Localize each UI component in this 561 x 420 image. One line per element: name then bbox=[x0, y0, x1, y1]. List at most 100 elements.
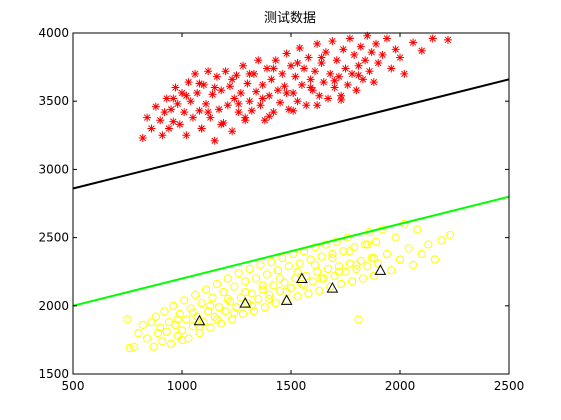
x-tick-label: 500 bbox=[62, 379, 85, 393]
data-point bbox=[217, 120, 226, 129]
data-point bbox=[400, 69, 409, 78]
data-point bbox=[304, 289, 313, 298]
data-point bbox=[363, 240, 372, 249]
data-point bbox=[252, 87, 261, 96]
data-point bbox=[369, 78, 378, 87]
data-point bbox=[326, 69, 335, 78]
data-point bbox=[324, 94, 333, 103]
data-point bbox=[334, 72, 343, 81]
data-point bbox=[424, 240, 433, 249]
data-point bbox=[260, 303, 269, 312]
data-point bbox=[190, 290, 200, 299]
separating-line-1 bbox=[72, 195, 510, 307]
data-point bbox=[129, 342, 139, 351]
y-tick-label: 2000 bbox=[38, 299, 69, 313]
data-point bbox=[365, 67, 374, 76]
data-point bbox=[217, 319, 226, 328]
line-layer bbox=[72, 78, 510, 307]
data-point bbox=[147, 318, 156, 327]
data-point bbox=[295, 44, 304, 53]
data-point bbox=[313, 267, 322, 276]
data-point bbox=[354, 61, 363, 70]
data-point bbox=[230, 308, 239, 317]
data-point bbox=[215, 105, 224, 114]
data-point bbox=[195, 328, 204, 338]
data-point bbox=[293, 97, 302, 106]
data-point bbox=[225, 82, 234, 91]
data-point bbox=[252, 274, 261, 283]
data-point bbox=[156, 323, 165, 332]
data-point bbox=[306, 75, 315, 84]
data-point bbox=[323, 264, 333, 274]
data-point bbox=[175, 309, 184, 319]
data-point bbox=[304, 53, 313, 62]
data-point bbox=[408, 260, 418, 269]
data-point bbox=[300, 64, 309, 73]
series-0-markers bbox=[138, 31, 452, 145]
data-point bbox=[313, 101, 322, 110]
data-point bbox=[276, 98, 285, 107]
data-point bbox=[197, 298, 206, 308]
data-point bbox=[446, 230, 455, 239]
data-point bbox=[182, 315, 191, 324]
data-point bbox=[234, 108, 243, 117]
data-point bbox=[262, 270, 272, 279]
data-point bbox=[269, 281, 278, 290]
data-point bbox=[345, 259, 354, 268]
data-point bbox=[206, 323, 215, 332]
data-point bbox=[206, 301, 215, 310]
data-point bbox=[186, 97, 195, 106]
data-point bbox=[404, 244, 413, 253]
x-tick-label: 1000 bbox=[167, 379, 198, 393]
data-point bbox=[328, 249, 337, 259]
data-point bbox=[374, 264, 387, 275]
data-point bbox=[299, 281, 309, 290]
y-tick-label: 2500 bbox=[38, 231, 69, 245]
data-point bbox=[245, 69, 254, 78]
data-point bbox=[280, 82, 289, 91]
axis-layer: 500 1000 1500 2000 2500 1500 2000 2500 3000 3500 4… bbox=[38, 26, 524, 393]
data-point bbox=[330, 83, 339, 92]
data-point bbox=[278, 253, 287, 263]
data-point bbox=[269, 64, 278, 73]
series-layer bbox=[123, 31, 455, 353]
data-point bbox=[337, 91, 346, 100]
data-point bbox=[225, 297, 235, 306]
data-point bbox=[214, 303, 224, 312]
data-point bbox=[428, 34, 437, 43]
data-point bbox=[177, 335, 187, 344]
data-point bbox=[273, 266, 283, 275]
data-point bbox=[282, 89, 291, 98]
data-point bbox=[169, 117, 178, 126]
data-point bbox=[151, 312, 160, 321]
data-point bbox=[317, 59, 326, 68]
data-point bbox=[249, 307, 259, 316]
data-point bbox=[228, 127, 237, 136]
data-point bbox=[188, 308, 197, 317]
data-point bbox=[276, 274, 285, 283]
data-point bbox=[280, 278, 289, 287]
data-point bbox=[293, 267, 302, 276]
data-point bbox=[210, 136, 219, 145]
data-point bbox=[391, 233, 400, 242]
data-point bbox=[153, 328, 163, 338]
data-point bbox=[345, 34, 354, 43]
data-point bbox=[158, 131, 167, 140]
data-point bbox=[171, 320, 180, 329]
y-tick-label: 3500 bbox=[38, 94, 69, 108]
data-point bbox=[387, 266, 396, 275]
data-point bbox=[219, 119, 228, 128]
data-point bbox=[352, 264, 361, 274]
data-point bbox=[313, 39, 322, 48]
data-point bbox=[241, 277, 250, 286]
data-point bbox=[254, 56, 263, 65]
data-point bbox=[361, 240, 370, 249]
data-point bbox=[339, 247, 348, 256]
data-point bbox=[260, 116, 269, 125]
data-point bbox=[287, 61, 295, 70]
data-point bbox=[125, 343, 134, 353]
data-point bbox=[319, 78, 328, 87]
data-point bbox=[178, 89, 186, 98]
